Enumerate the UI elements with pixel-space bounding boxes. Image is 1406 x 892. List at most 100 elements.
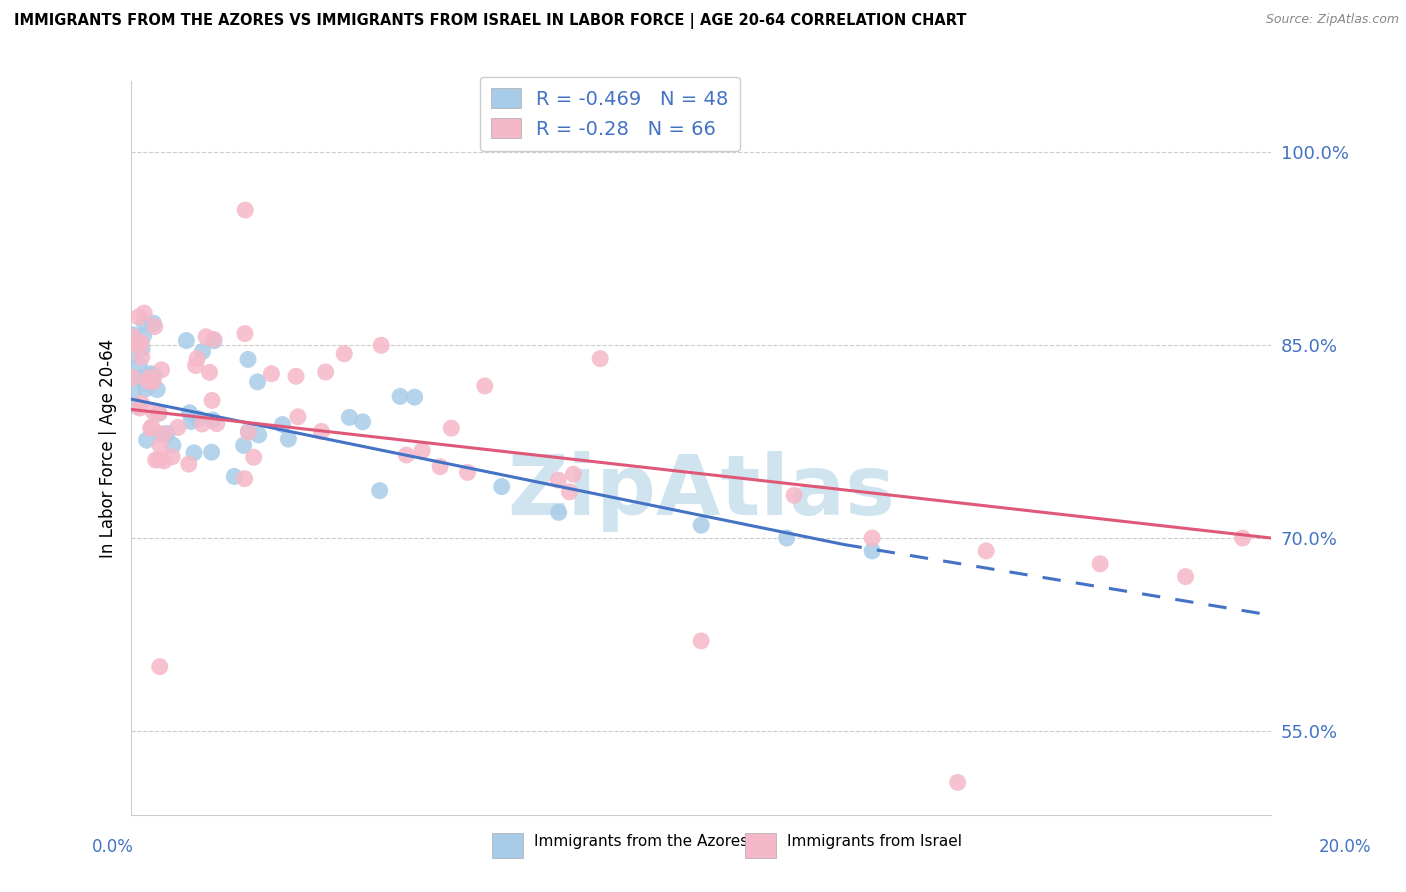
Point: [122, 370, 145, 384]
Point: [121, 329, 143, 343]
Point: [974, 544, 997, 558]
Point: [287, 409, 309, 424]
Point: [238, 424, 260, 438]
Point: [457, 466, 479, 480]
Point: [142, 375, 165, 389]
Point: [690, 518, 713, 533]
Point: [143, 368, 166, 383]
Point: [411, 443, 433, 458]
Point: [202, 332, 225, 346]
Point: [148, 406, 170, 420]
Point: [143, 319, 166, 334]
Point: [690, 634, 713, 648]
Text: 0.0%: 0.0%: [91, 838, 134, 856]
Point: [389, 389, 412, 403]
Point: [183, 446, 205, 460]
Point: [131, 336, 153, 351]
Point: [150, 363, 173, 377]
Point: [429, 459, 451, 474]
Point: [142, 405, 165, 419]
Point: [1232, 531, 1254, 545]
Point: [339, 410, 361, 425]
Point: [277, 432, 299, 446]
Point: [271, 417, 294, 432]
Text: ZipAtlas: ZipAtlas: [508, 451, 896, 533]
Point: [233, 326, 256, 341]
Point: [370, 338, 392, 352]
Point: [186, 351, 208, 366]
Point: [233, 472, 256, 486]
Point: [134, 376, 156, 391]
Text: Immigrants from Israel: Immigrants from Israel: [787, 834, 962, 848]
Point: [153, 454, 176, 468]
Point: [285, 369, 308, 384]
Point: [134, 316, 156, 330]
Point: [152, 427, 174, 442]
Point: [783, 488, 806, 502]
Point: [134, 306, 156, 320]
Point: [180, 415, 202, 429]
Point: [946, 775, 969, 789]
Point: [156, 426, 179, 441]
Point: [491, 480, 513, 494]
Point: [150, 427, 173, 442]
Point: [395, 448, 418, 462]
Point: [138, 375, 160, 389]
Point: [562, 467, 585, 482]
Point: [205, 417, 228, 431]
Point: [195, 330, 218, 344]
Point: [122, 327, 145, 342]
Point: [139, 421, 162, 435]
Point: [232, 438, 254, 452]
Point: [202, 334, 225, 348]
Point: [121, 337, 143, 351]
Point: [315, 365, 337, 379]
Point: [368, 483, 391, 498]
Point: [860, 544, 883, 558]
Point: [352, 415, 374, 429]
Point: [547, 505, 569, 519]
Point: [589, 351, 612, 366]
Point: [198, 365, 221, 379]
Point: [122, 385, 145, 400]
Point: [177, 457, 200, 471]
Point: [260, 367, 283, 381]
Point: [128, 401, 150, 415]
Point: [138, 370, 160, 384]
Legend: R = -0.469   N = 48, R = -0.28   N = 66: R = -0.469 N = 48, R = -0.28 N = 66: [479, 77, 740, 151]
Point: [776, 531, 799, 545]
Text: 20.0%: 20.0%: [1319, 838, 1371, 856]
Point: [191, 344, 214, 359]
Point: [558, 484, 581, 499]
Point: [176, 334, 198, 348]
Point: [201, 413, 224, 427]
Point: [131, 342, 153, 356]
Point: [860, 531, 883, 545]
Text: Immigrants from the Azores: Immigrants from the Azores: [534, 834, 748, 848]
Point: [184, 359, 207, 373]
Point: [167, 420, 190, 434]
Point: [160, 450, 183, 464]
Point: [233, 203, 256, 218]
Point: [128, 370, 150, 384]
Point: [200, 445, 222, 459]
Point: [129, 396, 152, 410]
Point: [242, 450, 264, 465]
Point: [149, 659, 172, 673]
Point: [224, 469, 246, 483]
Point: [238, 425, 260, 440]
Point: [146, 383, 169, 397]
Point: [547, 473, 569, 487]
Point: [132, 328, 155, 343]
Point: [128, 359, 150, 373]
Point: [247, 428, 270, 442]
Point: [246, 375, 269, 389]
Point: [162, 438, 184, 452]
Text: IMMIGRANTS FROM THE AZORES VS IMMIGRANTS FROM ISRAEL IN LABOR FORCE | AGE 20-64 : IMMIGRANTS FROM THE AZORES VS IMMIGRANTS…: [14, 13, 966, 29]
Point: [135, 433, 157, 447]
Point: [122, 347, 145, 361]
Point: [333, 347, 356, 361]
Point: [141, 369, 163, 384]
Point: [201, 393, 224, 408]
Point: [236, 352, 259, 367]
